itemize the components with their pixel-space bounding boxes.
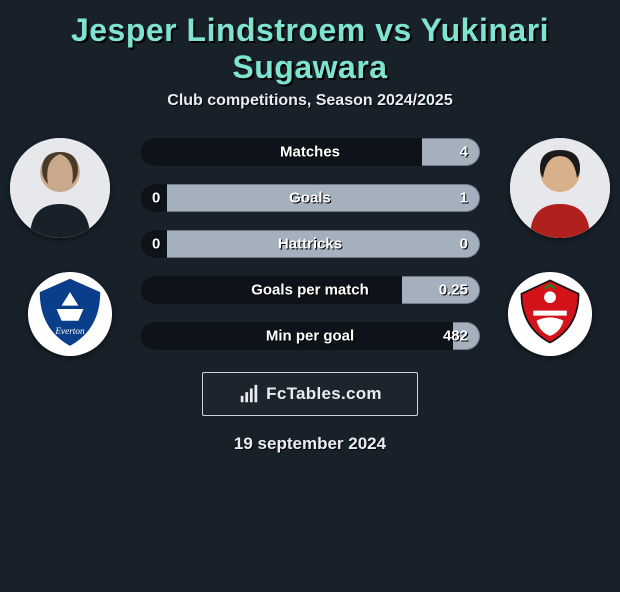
stat-left-value: 0	[152, 190, 160, 207]
stat-row: Matches 4	[140, 138, 480, 166]
club-left-crest: Everton	[28, 272, 112, 356]
watermark: FcTables.com	[202, 372, 418, 416]
player-right-avatar	[510, 138, 610, 238]
stat-label: Min per goal	[266, 328, 354, 345]
stat-right-value: 0.25	[439, 282, 468, 299]
stat-label: Goals per match	[251, 282, 369, 299]
stat-row: Min per goal 482	[140, 322, 480, 350]
stat-row: Goals per match 0.25	[140, 276, 480, 304]
stat-label: Hattricks	[278, 236, 342, 253]
player-left-avatar	[10, 138, 110, 238]
stat-right-value: 0	[460, 236, 468, 253]
stat-right-value: 482	[443, 328, 468, 345]
person-icon	[10, 138, 110, 238]
comparison-date: 19 september 2024	[0, 434, 620, 454]
everton-crest-icon: Everton	[28, 272, 112, 356]
stat-right-value: 1	[460, 190, 468, 207]
stat-row: 0 Goals 1	[140, 184, 480, 212]
watermark-text: FcTables.com	[266, 384, 382, 404]
stat-label: Goals	[289, 190, 331, 207]
southampton-crest-icon	[508, 272, 592, 356]
stat-label: Matches	[280, 144, 340, 161]
comparison-subtitle: Club competitions, Season 2024/2025	[0, 92, 620, 110]
stat-left-value: 0	[152, 236, 160, 253]
bar-chart-icon	[238, 383, 260, 405]
stat-right-value: 4	[460, 144, 468, 161]
stat-row: 0 Hattricks 0	[140, 230, 480, 258]
comparison-title: Jesper Lindstroem vs Yukinari Sugawara	[0, 12, 620, 86]
club-right-crest	[508, 272, 592, 356]
person-icon	[510, 138, 610, 238]
svg-text:Everton: Everton	[54, 326, 85, 336]
